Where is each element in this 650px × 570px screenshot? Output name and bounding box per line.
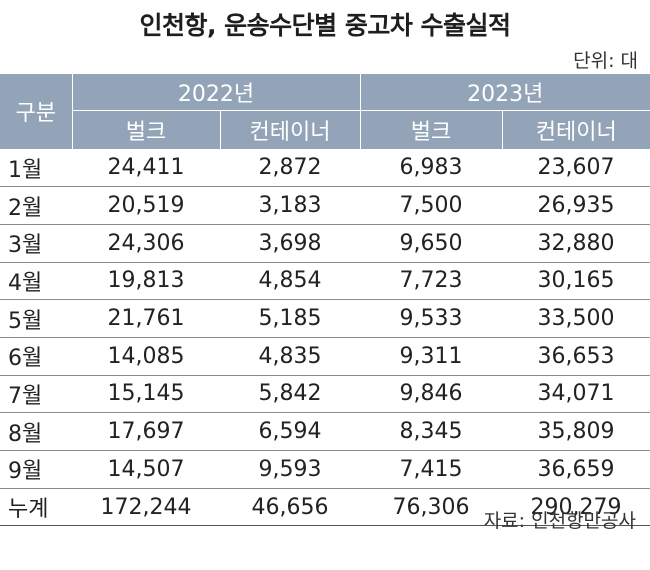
- table-row: 5월 21,761 5,185 9,533 33,500: [0, 299, 650, 338]
- table-cell: 19,813: [72, 262, 220, 301]
- table-cell: 35,809: [502, 412, 650, 451]
- table-row: 9월 14,507 9,593 7,415 36,659: [0, 450, 650, 489]
- table-cell: 14,085: [72, 337, 220, 376]
- table-cell: 15,145: [72, 375, 220, 414]
- table-row: 3월 24,306 3,698 9,650 32,880: [0, 224, 650, 263]
- table-cell: 20,519: [72, 186, 220, 225]
- source-note: 자료: 인천항만공사: [483, 510, 636, 532]
- table-cell: 172,244: [72, 488, 220, 527]
- table-cell: 9,650: [360, 224, 503, 263]
- table-cell: 33,500: [502, 299, 650, 338]
- table-cell: 8,345: [360, 412, 503, 451]
- table-cell: 9,311: [360, 337, 503, 376]
- table-cell: 5,185: [220, 299, 361, 338]
- table-row: 8월 17,697 6,594 8,345 35,809: [0, 412, 650, 451]
- table-body: 1월 24,411 2,872 6,983 23,607 2월 20,519 3,183 7,5…: [0, 149, 650, 527]
- row-label: 누계: [0, 488, 72, 527]
- table-cell: 6,983: [360, 149, 503, 188]
- table-cell: 290,279: [502, 488, 650, 527]
- row-label: 8월: [0, 412, 72, 451]
- table-cell: 4,835: [220, 337, 361, 376]
- table-cell: 3,183: [220, 186, 361, 225]
- row-label: 7월: [0, 375, 72, 414]
- export-table: 구분 2022년 2023년 벌크 컨테이너 벌크 컨테이너 1월 24,411 2…: [0, 74, 650, 527]
- table-cell: 17,697: [72, 412, 220, 451]
- table-row: 2월 20,519 3,183 7,500 26,935: [0, 186, 650, 225]
- year-header-2022: 2022년: [71, 74, 361, 111]
- type-header-bulk-2023: 벌크: [359, 110, 503, 149]
- unit-label: 단위: 대: [573, 50, 638, 72]
- table-cell: 23,607: [502, 149, 650, 188]
- table-cell: 3,698: [220, 224, 361, 263]
- table-cell: 36,659: [502, 450, 650, 489]
- row-label: 1월: [0, 149, 72, 188]
- row-label: 4월: [0, 262, 72, 301]
- table-cell: 7,415: [360, 450, 503, 489]
- row-label: 9월: [0, 450, 72, 489]
- table-cell: 24,306: [72, 224, 220, 263]
- table-cell: 14,507: [72, 450, 220, 489]
- type-header-bulk-2022: 벌크: [71, 110, 220, 149]
- row-label: 6월: [0, 337, 72, 376]
- table-cell: 46,656: [220, 488, 361, 527]
- row-label: 2월: [0, 186, 72, 225]
- table-row: 7월 15,145 5,842 9,846 34,071: [0, 375, 650, 414]
- table-cell: 34,071: [502, 375, 650, 414]
- table-row: 6월 14,085 4,835 9,311 36,653: [0, 337, 650, 376]
- year-header-2023: 2023년: [359, 74, 650, 111]
- table-cell: 6,594: [220, 412, 361, 451]
- table-cell: 32,880: [502, 224, 650, 263]
- row-label: 5월: [0, 299, 72, 338]
- table-cell: 4,854: [220, 262, 361, 301]
- total-row: 누계 172,244 46,656 76,306 290,279: [0, 488, 650, 527]
- row-label-header: 구분: [0, 74, 72, 150]
- table-cell: 2,872: [220, 149, 361, 188]
- table-row: 4월 19,813 4,854 7,723 30,165: [0, 262, 650, 301]
- table-cell: 76,306: [360, 488, 503, 527]
- chart-title: 인천항, 운송수단별 중고차 수출실적: [139, 11, 511, 40]
- type-header-container-2022: 컨테이너: [219, 110, 361, 149]
- table-cell: 7,500: [360, 186, 503, 225]
- table-cell: 30,165: [502, 262, 650, 301]
- table-row: 1월 24,411 2,872 6,983 23,607: [0, 149, 650, 188]
- table-cell: 5,842: [220, 375, 361, 414]
- table-cell: 9,846: [360, 375, 503, 414]
- table-cell: 9,533: [360, 299, 503, 338]
- table-cell: 21,761: [72, 299, 220, 338]
- table-cell: 26,935: [502, 186, 650, 225]
- table-cell: 24,411: [72, 149, 220, 188]
- row-label: 3월: [0, 224, 72, 263]
- table-cell: 36,653: [502, 337, 650, 376]
- type-header-container-2023: 컨테이너: [501, 110, 650, 149]
- table-cell: 7,723: [360, 262, 503, 301]
- table-cell: 9,593: [220, 450, 361, 489]
